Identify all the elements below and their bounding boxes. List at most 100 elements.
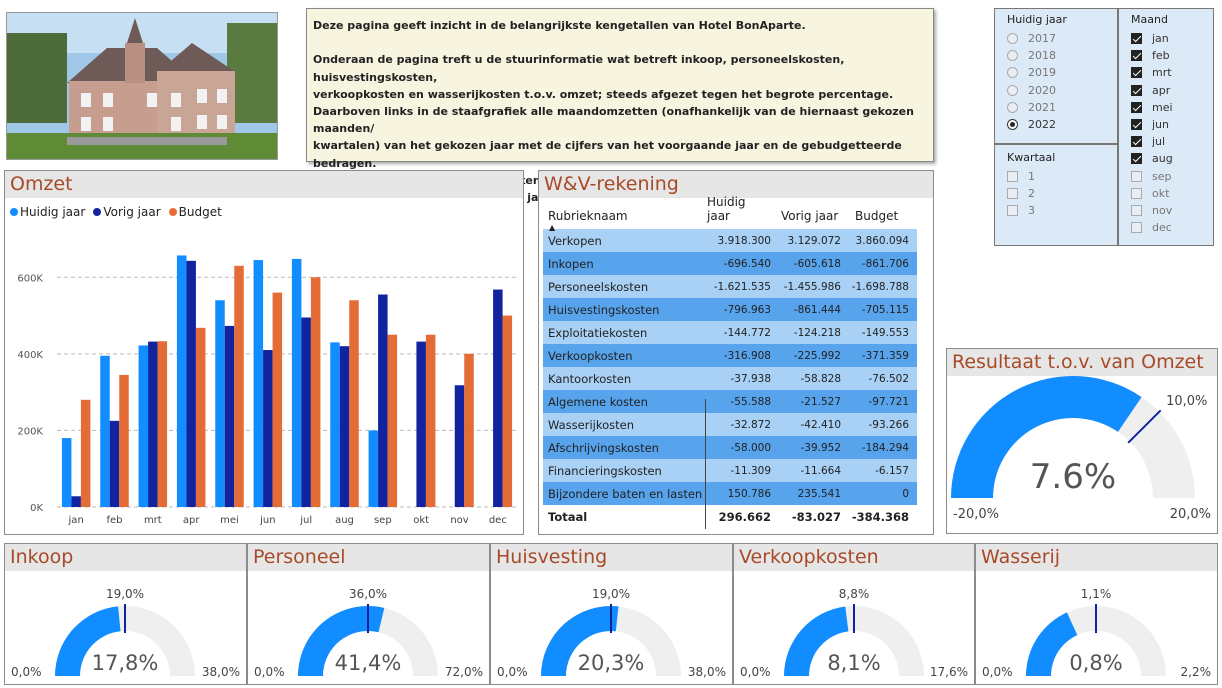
wv-row[interactable]: Wasserijkosten -32.872 -42.410 -93.266 xyxy=(543,413,917,436)
bar-budget[interactable] xyxy=(425,334,436,507)
checkbox-icon xyxy=(1131,101,1142,113)
bar-vorig-jaar[interactable] xyxy=(378,294,388,507)
bar-vorig-jaar[interactable] xyxy=(493,289,503,507)
x-tick-label: dec xyxy=(489,515,507,526)
wv-cell-value: -796.963 xyxy=(723,303,771,316)
legend-budget[interactable]: Budget xyxy=(168,205,222,219)
month-option[interactable]: sep xyxy=(1119,168,1213,185)
wv-row[interactable]: Verkoopkosten -316.908 -225.992 -371.359 xyxy=(543,344,917,367)
wv-row[interactable]: Kantoorkosten -37.938 -58.828 -76.502 xyxy=(543,367,917,390)
bar-budget[interactable] xyxy=(502,315,513,507)
gauge-max-label: 20,0% xyxy=(1170,507,1211,522)
wv-row[interactable]: Bijzondere baten en lasten 150.786 235.541… xyxy=(543,482,917,505)
month-option[interactable]: apr xyxy=(1119,82,1213,99)
wv-cell-value: -76.502 xyxy=(868,372,909,385)
bar-huidig-jaar[interactable] xyxy=(100,355,110,507)
gauge-fill[interactable] xyxy=(55,606,121,676)
wv-col-huidig[interactable]: Huidig jaar xyxy=(707,195,746,223)
bar-budget[interactable] xyxy=(119,374,129,507)
month-option[interactable]: aug xyxy=(1119,150,1213,167)
year-option[interactable]: 2020 xyxy=(995,82,1117,99)
bar-budget[interactable] xyxy=(310,277,321,507)
gauge-panel-personeel: Personeel 41,4% 0,0% 72,0% 36,0% xyxy=(247,543,490,685)
bar-budget[interactable] xyxy=(387,334,398,507)
bar-huidig-jaar[interactable] xyxy=(215,300,225,507)
legend-huidig[interactable]: Huidig jaar xyxy=(10,205,85,219)
bar-vorig-jaar[interactable] xyxy=(416,341,426,507)
wv-row[interactable]: Inkopen -696.540 -605.618 -861.706 xyxy=(543,252,917,275)
bar-vorig-jaar[interactable] xyxy=(109,420,120,507)
bar-huidig-jaar[interactable] xyxy=(176,255,187,507)
year-option[interactable]: 2021 xyxy=(995,99,1117,116)
gauge-max-label: 17,6% xyxy=(930,665,968,679)
wv-row[interactable]: Financieringskosten -11.309 -11.664 -6.157 xyxy=(543,459,917,482)
bar-vorig-jaar[interactable] xyxy=(454,385,465,507)
sort-asc-icon: ▲ xyxy=(549,223,556,232)
wv-row[interactable]: Algemene kosten -55.588 -21.527 -97.721 xyxy=(543,390,917,413)
month-option[interactable]: jun xyxy=(1119,116,1213,133)
omzet-title: Omzet xyxy=(5,171,523,198)
gauge-fill[interactable] xyxy=(298,606,385,676)
gauge-max-label: 38,0% xyxy=(688,665,726,679)
gauge-fill[interactable] xyxy=(1026,612,1078,676)
wv-row[interactable]: Huisvestingskosten -796.963 -861.444 -705.1… xyxy=(543,298,917,321)
wv-table: Rubrieknaam ▲ Huidig jaar Vorig jaar Budg… xyxy=(543,195,917,529)
bar-vorig-jaar[interactable] xyxy=(224,325,235,507)
gauge-target-label: 1,1% xyxy=(1081,587,1112,601)
year-option[interactable]: 2017 xyxy=(995,30,1117,47)
gauge-fill[interactable] xyxy=(541,606,619,676)
year-slicer-title: Huidig jaar xyxy=(1007,13,1067,26)
gauge-fill[interactable] xyxy=(951,376,1142,498)
checkbox-icon xyxy=(1131,187,1142,199)
wv-row[interactable]: Afschrijvingskosten -58.000 -39.952 -184.29… xyxy=(543,436,917,459)
month-option[interactable]: mrt xyxy=(1119,64,1213,81)
x-tick-label: mei xyxy=(220,515,239,526)
bar-huidig-jaar[interactable] xyxy=(253,260,264,507)
x-tick-label: jan xyxy=(68,515,84,526)
bar-huidig-jaar[interactable] xyxy=(330,342,340,507)
gauge-value-label: 7.6% xyxy=(1030,457,1116,497)
bar-vorig-jaar[interactable] xyxy=(339,346,350,507)
month-option[interactable]: dec xyxy=(1119,219,1213,236)
wv-row[interactable]: Verkopen 3.918.300 3.129.072 3.860.094 xyxy=(543,229,917,252)
bar-budget[interactable] xyxy=(464,353,474,507)
month-option[interactable]: mei xyxy=(1119,99,1213,116)
wv-row[interactable]: Personeelskosten -1.621.535 -1.455.986 -1.6… xyxy=(543,275,917,298)
quarter-option[interactable]: 2 xyxy=(995,185,1117,202)
info-box: Deze pagina geeft inzicht in de belangri… xyxy=(306,8,934,221)
bar-vorig-jaar[interactable] xyxy=(301,317,311,507)
year-option[interactable]: 2022 xyxy=(995,116,1117,133)
month-option[interactable]: nov xyxy=(1119,202,1213,219)
month-option[interactable]: feb xyxy=(1119,47,1213,64)
bar-huidig-jaar[interactable] xyxy=(368,430,379,507)
bar-vorig-jaar[interactable] xyxy=(71,496,81,507)
gauge-min-label: 0,0% xyxy=(11,665,42,679)
bar-vorig-jaar[interactable] xyxy=(186,260,196,507)
year-option[interactable]: 2019 xyxy=(995,64,1117,81)
bar-huidig-jaar[interactable] xyxy=(138,345,149,507)
gauge-fill[interactable] xyxy=(784,606,849,676)
bar-budget[interactable] xyxy=(80,399,91,507)
wv-col-vorig[interactable]: Vorig jaar xyxy=(781,209,839,223)
radio-icon xyxy=(1007,101,1018,113)
year-option[interactable]: 2018 xyxy=(995,47,1117,64)
bar-budget[interactable] xyxy=(272,292,283,507)
wv-cell-value: -21.527 xyxy=(800,395,841,408)
bar-vorig-jaar[interactable] xyxy=(148,341,158,507)
quarter-option[interactable]: 3 xyxy=(995,202,1117,219)
bar-budget[interactable] xyxy=(195,327,206,507)
quarter-option[interactable]: 1 xyxy=(995,168,1117,185)
month-option[interactable]: okt xyxy=(1119,185,1213,202)
bar-huidig-jaar[interactable] xyxy=(291,258,302,507)
wv-row[interactable]: Exploitatiekosten -144.772 -124.218 -149.55… xyxy=(543,321,917,344)
bar-huidig-jaar[interactable] xyxy=(61,438,72,507)
wv-col-rubriek[interactable]: Rubrieknaam ▲ xyxy=(548,209,628,232)
month-option[interactable]: jan xyxy=(1119,30,1213,47)
month-option[interactable]: jul xyxy=(1119,133,1213,150)
bar-budget[interactable] xyxy=(157,341,168,507)
wv-col-budget[interactable]: Budget xyxy=(855,209,899,223)
bar-vorig-jaar[interactable] xyxy=(263,350,273,507)
bar-budget[interactable] xyxy=(349,300,359,507)
bar-budget[interactable] xyxy=(234,265,244,507)
legend-vorig[interactable]: Vorig jaar xyxy=(93,205,161,219)
